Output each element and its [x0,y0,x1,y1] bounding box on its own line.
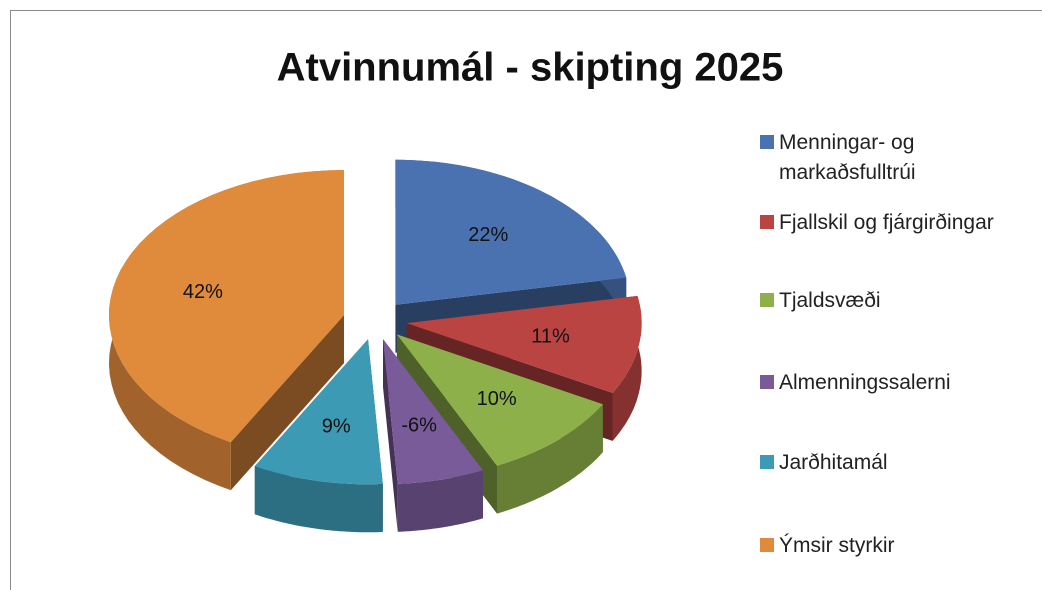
slice-top [383,339,483,484]
chart-title: Atvinnumál - skipting 2025 [277,46,784,90]
legend-label: Fjallskil og fjárgirðingar [779,211,994,234]
slice-wall [254,466,383,533]
slice-wall [397,470,483,532]
chart-frame [10,10,1042,590]
data-label: 9% [322,415,351,437]
slice-side [383,339,398,532]
slice-top [396,334,603,466]
legend-swatch [760,135,774,149]
data-label: 22% [468,224,508,246]
legend-label: Ýmsir styrkir [779,534,895,557]
slice-top [254,339,383,485]
legend-item: Almenningssalerni [760,368,1035,398]
slice-top [395,159,627,305]
legend-swatch [760,538,774,552]
legend-item: Ýmsir styrkir [760,531,1035,561]
data-label: 42% [183,281,223,303]
pie-slice: 42% [109,170,344,491]
legend-label: Tjaldsvæði [779,289,881,312]
pie-slice: 9% [254,339,383,533]
slice-top [109,170,344,443]
legend-swatch [760,215,774,229]
legend-label: Menningar- og markaðsfulltrúi [779,131,916,184]
legend-item: Jarðhitamál [760,448,1035,478]
slice-wall [497,404,603,514]
data-label: 10% [477,388,517,410]
pie-slice: -6% [383,339,483,532]
slice-side [230,315,344,491]
legend-swatch [760,293,774,307]
legend-label: Jarðhitamál [779,451,888,474]
legend-swatch [760,375,774,389]
data-label: -6% [401,414,437,436]
slice-top [406,295,642,393]
data-label: 11% [531,325,570,347]
legend-label: Almenningssalerni [779,371,951,394]
legend-item: Fjallskil og fjárgirðingar [760,208,1035,238]
legend-swatch [760,455,774,469]
legend-item: Menningar- og markaðsfulltrúi [760,128,1035,188]
slice-wall [612,295,642,441]
legend-item: Tjaldsvæði [760,286,1035,316]
